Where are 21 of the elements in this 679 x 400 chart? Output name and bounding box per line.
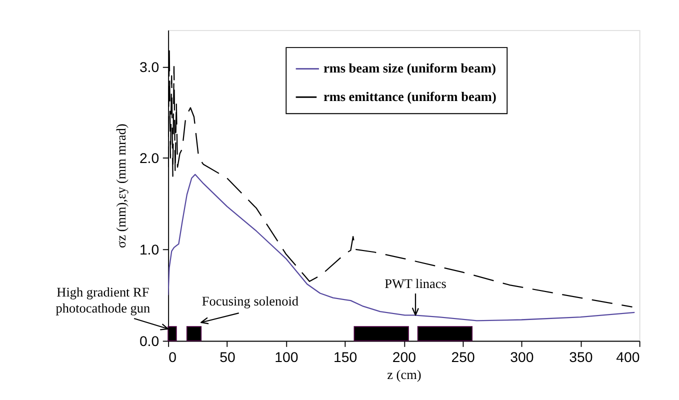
y-tick-label: 2.0 bbox=[139, 151, 160, 168]
x-tick-label: 150 bbox=[333, 350, 358, 366]
x-tick-label: 400 bbox=[616, 350, 640, 366]
y-tick-label: 0.0 bbox=[139, 334, 160, 350]
legend-label: rms emittance (uniform beam) bbox=[323, 88, 496, 104]
x-tick-label: 0 bbox=[168, 350, 177, 366]
annotation: PWT linacs bbox=[384, 276, 446, 291]
line-series bbox=[168, 174, 636, 322]
x-tick-label: 100 bbox=[274, 350, 298, 366]
y-tick-label: 1.0 bbox=[139, 242, 160, 259]
x-tick-label: 250 bbox=[451, 350, 476, 366]
annotation: High gradient RF photocathode gun bbox=[56, 284, 150, 316]
x-tick-label: 300 bbox=[510, 350, 534, 366]
x-tick-label: 350 bbox=[569, 350, 593, 366]
x-tick-label: 50 bbox=[220, 350, 236, 366]
legend-label: rms beam size (uniform beam) bbox=[323, 60, 496, 76]
y-tick-label: 3.0 bbox=[139, 60, 160, 76]
annotation: Focusing solenoid bbox=[202, 293, 299, 308]
x-axis-title: z (cm) bbox=[387, 367, 422, 382]
y-axis-title: σz (mm),εy (mm mrad) bbox=[113, 124, 128, 248]
x-tick-label: 200 bbox=[392, 350, 416, 366]
